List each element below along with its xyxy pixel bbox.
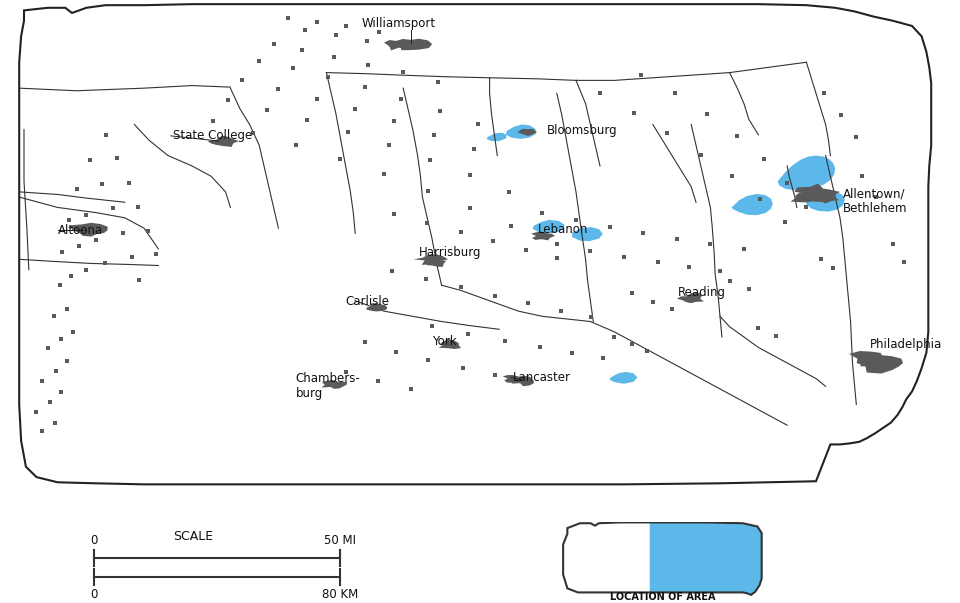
Polygon shape xyxy=(650,522,761,595)
Polygon shape xyxy=(795,183,840,199)
Text: Reading: Reading xyxy=(678,286,726,300)
Text: 0: 0 xyxy=(90,589,97,601)
Polygon shape xyxy=(531,232,555,241)
Polygon shape xyxy=(439,339,461,349)
Polygon shape xyxy=(503,375,521,383)
Text: Altoona: Altoona xyxy=(58,224,103,237)
Text: Lebanon: Lebanon xyxy=(538,223,588,236)
Text: Harrisburg: Harrisburg xyxy=(419,245,481,259)
Polygon shape xyxy=(414,254,448,265)
Text: Lancaster: Lancaster xyxy=(513,371,570,384)
Polygon shape xyxy=(815,191,839,203)
Text: State College: State College xyxy=(173,130,252,142)
Polygon shape xyxy=(367,303,388,311)
Polygon shape xyxy=(19,4,931,484)
Text: 80 KM: 80 KM xyxy=(322,589,358,601)
Polygon shape xyxy=(427,259,446,267)
Polygon shape xyxy=(849,351,894,368)
Polygon shape xyxy=(512,376,534,387)
Polygon shape xyxy=(396,39,432,50)
Text: York: York xyxy=(432,335,457,348)
Polygon shape xyxy=(533,220,564,233)
Polygon shape xyxy=(322,380,348,389)
Text: Williamsport: Williamsport xyxy=(361,17,436,30)
Polygon shape xyxy=(487,133,507,141)
Polygon shape xyxy=(790,191,825,203)
Text: Allentown/
Bethlehem: Allentown/ Bethlehem xyxy=(843,187,907,215)
Text: Chambers-
burg: Chambers- burg xyxy=(296,372,360,400)
Text: Philadelphia: Philadelphia xyxy=(870,338,942,351)
Polygon shape xyxy=(69,223,108,236)
Text: 50 MI: 50 MI xyxy=(324,534,356,547)
Polygon shape xyxy=(207,136,239,147)
Polygon shape xyxy=(806,191,845,212)
Polygon shape xyxy=(778,156,835,191)
Text: 0: 0 xyxy=(90,534,97,547)
Text: Carlisle: Carlisle xyxy=(346,295,390,308)
Polygon shape xyxy=(517,129,537,136)
Polygon shape xyxy=(572,227,603,241)
Polygon shape xyxy=(610,372,637,384)
Polygon shape xyxy=(732,194,773,215)
Polygon shape xyxy=(506,124,536,139)
Text: SCALE: SCALE xyxy=(173,530,213,543)
Text: LOCATION OF AREA: LOCATION OF AREA xyxy=(610,592,715,602)
Polygon shape xyxy=(856,355,903,373)
Polygon shape xyxy=(677,293,704,303)
Polygon shape xyxy=(384,40,413,51)
Text: Bloomsburg: Bloomsburg xyxy=(547,124,618,137)
